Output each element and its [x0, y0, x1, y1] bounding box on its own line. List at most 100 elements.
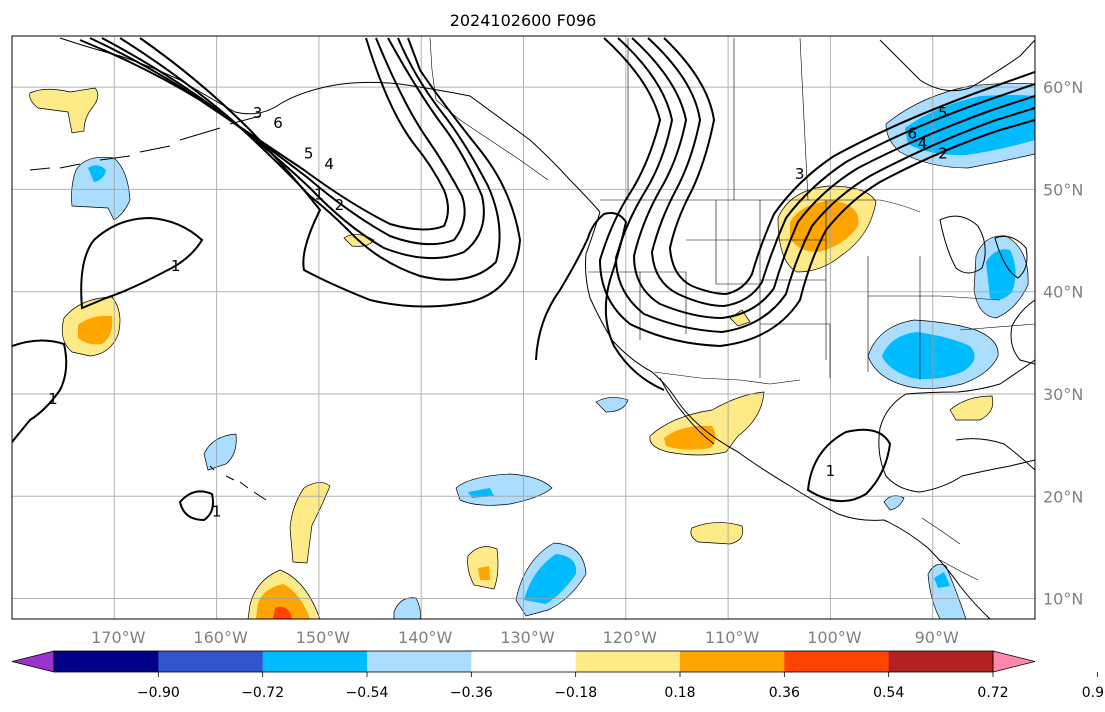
colorbar-tick-label: 0.54	[873, 685, 904, 701]
colorbar-segment	[262, 651, 368, 672]
positive-anomaly-region	[478, 566, 490, 580]
lon-tick-label: 110°W	[705, 628, 760, 647]
colorbar-tick-label: −0.54	[346, 685, 389, 701]
positive-anomaly-region	[949, 395, 994, 421]
coastline-cuba	[955, 438, 1035, 471]
negative-anomaly-region	[455, 473, 553, 506]
coastline-hudson	[879, 39, 1035, 92]
border-us-canada	[600, 199, 921, 213]
colorbar-segment	[471, 651, 577, 672]
contour-line	[614, 37, 1035, 334]
lon-tick-label: 90°W	[915, 628, 959, 647]
lat-tick-label: 60°N	[1043, 78, 1083, 97]
negative-anomaly-region	[88, 165, 106, 182]
border-central-america	[921, 517, 979, 581]
negative-anomaly-region	[468, 488, 494, 498]
colorbar-segment	[575, 651, 681, 672]
negative-anomaly-region	[905, 95, 1035, 156]
colorbar-extend-min	[11, 650, 55, 673]
positive-anomaly-region	[289, 482, 331, 564]
contour-line	[647, 37, 1035, 308]
lat-tick-label: 10°N	[1043, 590, 1083, 609]
colorbar-tick-label: −0.90	[137, 685, 180, 701]
contour-label: 1	[48, 390, 58, 408]
coastlines	[29, 37, 1035, 619]
anomaly-fields	[29, 82, 1035, 619]
colorbar-tick-label: 0.18	[664, 685, 695, 701]
contour-line	[79, 37, 449, 231]
negative-anomaly-region	[986, 249, 1016, 300]
contour-line	[806, 428, 892, 503]
positive-anomaly-region	[664, 425, 716, 450]
colorbar-segment	[680, 651, 785, 672]
positive-anomaly-region	[729, 309, 751, 327]
negative-anomaly-region	[882, 332, 975, 380]
colorbar-tick-label: −0.36	[450, 685, 493, 701]
negative-anomaly-region	[71, 156, 131, 221]
contour-label: 1	[212, 503, 222, 521]
colorbar-segment	[784, 651, 890, 672]
contour-line	[663, 37, 1035, 296]
positive-anomaly-region	[29, 87, 99, 134]
map-title: 2024102600 F096	[450, 11, 597, 30]
contour-label: 2	[335, 196, 345, 214]
contour-label: 3	[795, 165, 805, 183]
gridlines	[12, 36, 1035, 619]
contour-label: 4	[918, 135, 928, 153]
lon-tick-label: 130°W	[500, 628, 555, 647]
colorbar-tick-label: 0.36	[769, 685, 800, 701]
longitude-labels: 170°W 160°W 150°W 140°W 130°W 120°W 110°W 100°W…	[91, 628, 959, 647]
negative-anomaly-region	[595, 397, 629, 413]
border-us-mexico	[653, 371, 801, 385]
coastline-baja	[659, 377, 715, 445]
contour-line	[535, 212, 665, 391]
contour-line	[12, 339, 68, 443]
contour-label: 1	[826, 462, 836, 480]
map-frame	[11, 35, 1036, 620]
contour-label: 4	[324, 155, 334, 173]
lon-tick-label: 120°W	[603, 628, 658, 647]
positive-anomaly-region	[273, 606, 292, 619]
positive-anomaly-region	[78, 315, 113, 345]
coastline-gulf	[878, 359, 1035, 493]
contour-label: 1	[314, 186, 324, 204]
negative-anomaly-region	[393, 597, 421, 619]
contour-label: 5	[938, 104, 948, 122]
positive-anomaly-region	[256, 584, 310, 619]
border-alaska-canada	[429, 37, 549, 181]
contour-label: 5	[304, 145, 314, 163]
lat-tick-label: 20°N	[1043, 487, 1083, 506]
colorbar-tick-label: −0.18	[554, 685, 597, 701]
lon-tick-label: 100°W	[807, 628, 862, 647]
border-us-states	[588, 200, 1035, 380]
colorbar-tick-label: 0.72	[977, 685, 1008, 701]
contour-line	[80, 216, 204, 310]
lat-tick-label: 40°N	[1043, 283, 1083, 302]
colorbar-tick-label: −0.72	[241, 685, 284, 701]
contour-label: 3	[253, 104, 263, 122]
lon-tick-label: 160°W	[193, 628, 248, 647]
latitude-labels: 60°N 50°N 40°N 30°N 20°N 10°N	[1043, 78, 1083, 608]
contour-label: 6	[273, 114, 283, 132]
contour-lines	[12, 37, 1035, 522]
contour-label: 1	[171, 257, 181, 275]
contour-line	[598, 37, 1035, 348]
coastline-greatlakes	[939, 215, 1028, 279]
border-canada-provinces	[627, 37, 809, 201]
colorbar-segment	[367, 651, 472, 672]
negative-anomaly-region	[934, 572, 950, 588]
lon-tick-label: 150°W	[296, 628, 351, 647]
contour-line	[631, 37, 1035, 320]
contour-label: 6	[907, 124, 917, 142]
negative-anomaly-region	[524, 554, 577, 604]
negative-anomaly-region	[883, 495, 905, 511]
lon-tick-label: 170°W	[91, 628, 146, 647]
colorbar-segment	[158, 651, 264, 672]
lat-tick-label: 50°N	[1043, 180, 1083, 199]
contour-line	[178, 490, 214, 522]
colorbar-segment	[888, 651, 994, 672]
lon-tick-label: 140°W	[398, 628, 453, 647]
